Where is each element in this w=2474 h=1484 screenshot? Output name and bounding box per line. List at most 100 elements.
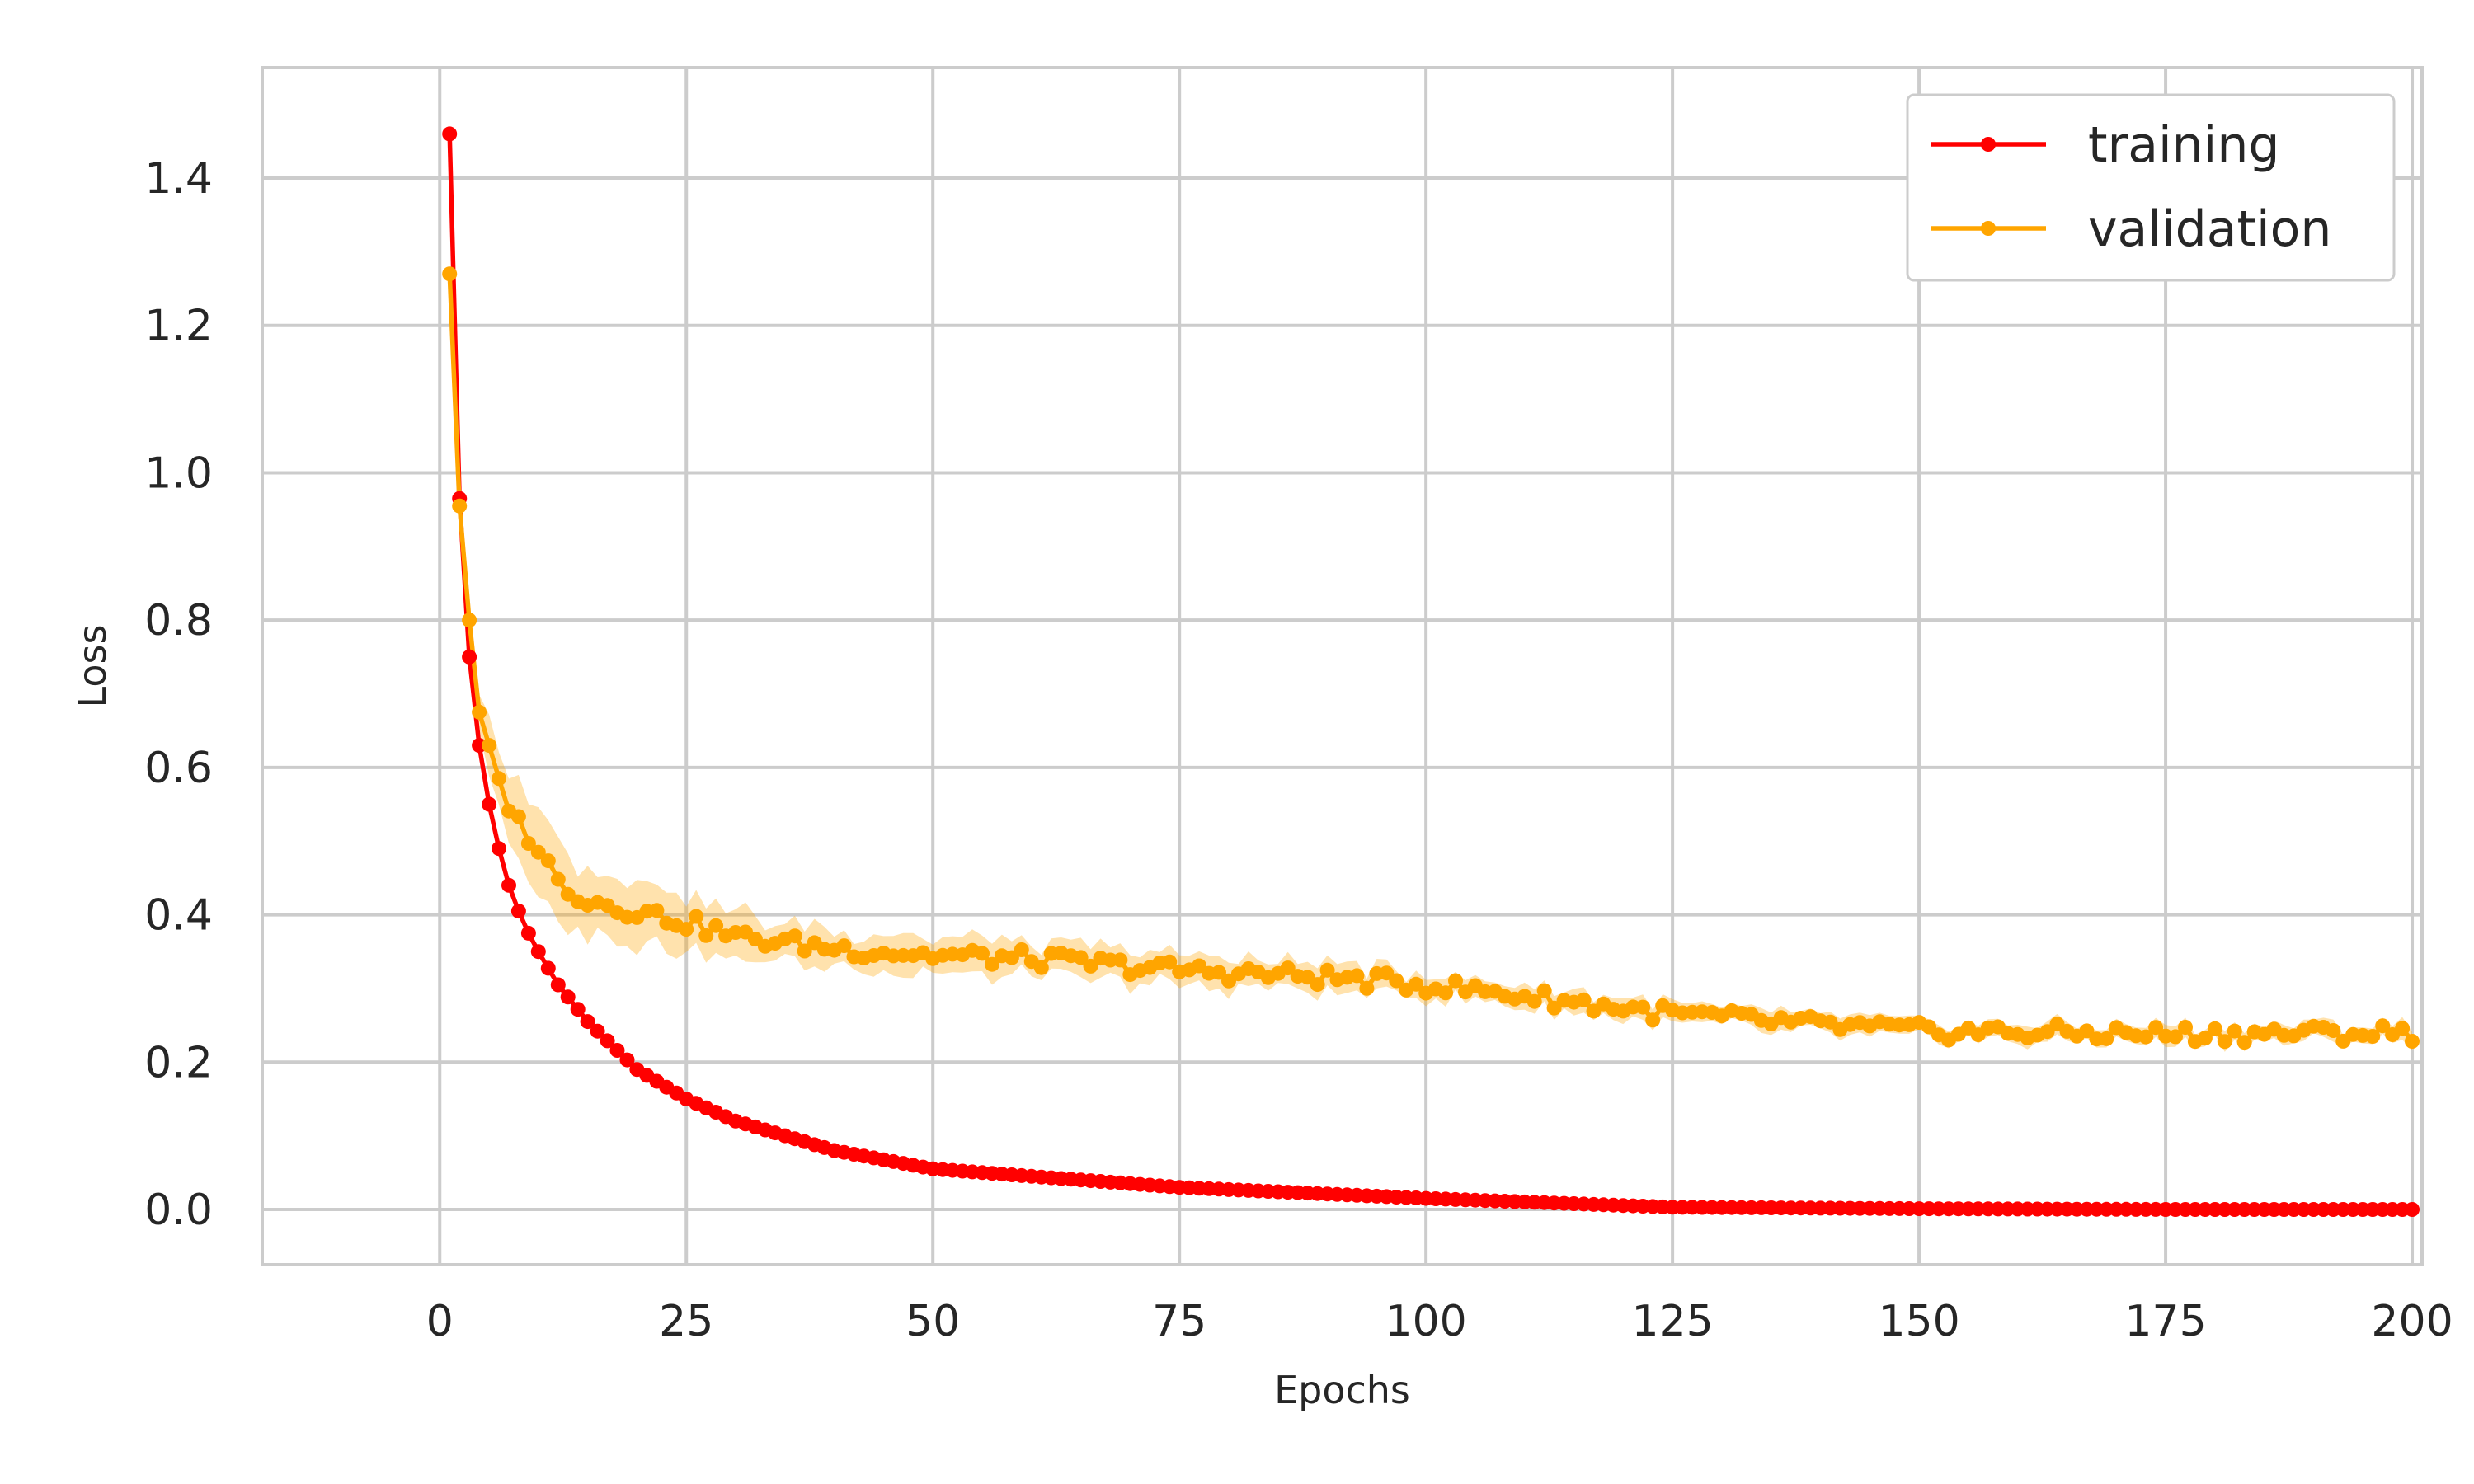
validation-point — [1448, 973, 1463, 989]
x-tick-label: 100 — [1385, 1297, 1467, 1346]
validation-point — [787, 928, 802, 944]
validation-point — [1280, 960, 1296, 976]
validation-point — [1536, 983, 1552, 998]
validation-point — [1635, 999, 1651, 1015]
legend-label-training: training — [2088, 116, 2279, 174]
validation-point — [2227, 1023, 2242, 1039]
validation-point — [2405, 1034, 2420, 1049]
legend: training validation — [1906, 93, 2396, 282]
training-point — [520, 925, 536, 941]
y-axis-label: Loss — [70, 625, 115, 708]
x-tick-label: 150 — [1878, 1297, 1959, 1346]
validation-point — [708, 918, 724, 933]
validation-point — [1310, 977, 1325, 993]
validation-point — [2326, 1023, 2341, 1038]
x-tick-label: 175 — [2124, 1297, 2206, 1346]
validation-point — [1319, 962, 1335, 978]
y-tick-label: 0.6 — [144, 744, 213, 793]
training-point — [550, 977, 566, 993]
validation-point — [1526, 993, 1542, 1009]
validation-point — [442, 266, 458, 282]
training-point — [482, 796, 497, 812]
validation-point — [472, 704, 487, 720]
validation-point — [2138, 1029, 2154, 1045]
validation-point — [836, 938, 852, 954]
validation-point — [1645, 1012, 1661, 1028]
validation-point — [1112, 952, 1128, 968]
y-tick-label: 1.4 — [144, 154, 213, 204]
validation-point — [649, 903, 665, 918]
validation-point — [510, 809, 526, 824]
validation-point — [679, 922, 694, 937]
validation-point — [1211, 965, 1226, 980]
validation-point — [1162, 954, 1178, 970]
validation-point — [540, 853, 556, 869]
x-tick-label: 50 — [905, 1297, 960, 1346]
legend-marker-training — [1981, 137, 1996, 152]
validation-point — [1389, 973, 1404, 989]
validation-point — [797, 943, 812, 959]
x-tick-label: 75 — [1152, 1297, 1206, 1346]
x-axis-label: Epochs — [1274, 1368, 1410, 1412]
legend-box — [1906, 93, 2396, 282]
training-point — [570, 1002, 586, 1017]
validation-point — [1409, 976, 1424, 992]
validation-point — [520, 836, 536, 851]
validation-point — [2375, 1018, 2391, 1034]
validation-point — [2395, 1021, 2411, 1036]
training-point — [492, 841, 506, 857]
validation-point — [2217, 1034, 2232, 1050]
validation-point — [1073, 950, 1089, 965]
training-point — [540, 960, 556, 976]
legend-label-validation: validation — [2088, 200, 2331, 258]
validation-point — [2207, 1021, 2222, 1036]
training-point — [462, 649, 477, 665]
x-tick-label: 200 — [2371, 1297, 2453, 1346]
plot-frame — [261, 66, 2424, 1266]
legend-marker-validation — [1981, 221, 1996, 236]
y-tick-label: 1.2 — [144, 302, 213, 351]
x-tick-labels: 0 25 50 75 100 125 150 175 200 — [426, 1297, 2453, 1346]
x-tick-label: 125 — [1631, 1297, 1713, 1346]
training-point — [501, 877, 516, 893]
validation-point — [2148, 1020, 2164, 1036]
validation-point — [975, 946, 990, 961]
validation-point — [1349, 968, 1365, 984]
validation-point — [2365, 1029, 2381, 1044]
validation-point — [689, 909, 704, 924]
validation-point — [1014, 942, 1029, 957]
training-point — [619, 1052, 635, 1068]
validation-point — [1576, 992, 1592, 1007]
validation-point — [1033, 960, 1049, 975]
training-point — [600, 1033, 615, 1049]
training-point — [2405, 1202, 2420, 1217]
training-point — [530, 944, 546, 960]
validation-point — [452, 498, 468, 514]
validation-point — [550, 871, 566, 887]
y-tick-label: 0.2 — [144, 1038, 213, 1087]
validation-point — [1083, 958, 1098, 974]
validation-point — [2178, 1020, 2193, 1035]
validation-point — [698, 928, 714, 943]
x-tick-label: 25 — [659, 1297, 713, 1346]
validation-point — [492, 771, 506, 787]
validation-point — [2099, 1031, 2114, 1046]
validation-point — [1438, 985, 1454, 1001]
validation-point — [2236, 1035, 2252, 1050]
training-point — [510, 904, 526, 919]
y-tick-label: 0.4 — [144, 891, 213, 941]
training-point — [442, 126, 458, 142]
validation-point — [530, 844, 546, 860]
validation-point — [462, 613, 477, 628]
training-point — [560, 989, 576, 1005]
validation-point — [2168, 1029, 2183, 1045]
validation-point — [482, 738, 497, 754]
validation-point — [2197, 1031, 2213, 1046]
y-tick-label: 1.0 — [144, 448, 213, 498]
x-tick-label: 0 — [426, 1297, 454, 1346]
validation-point — [2079, 1023, 2095, 1039]
legend-items: training validation — [1931, 116, 2331, 258]
validation-point — [1921, 1019, 1937, 1035]
validation-point — [1359, 980, 1375, 996]
